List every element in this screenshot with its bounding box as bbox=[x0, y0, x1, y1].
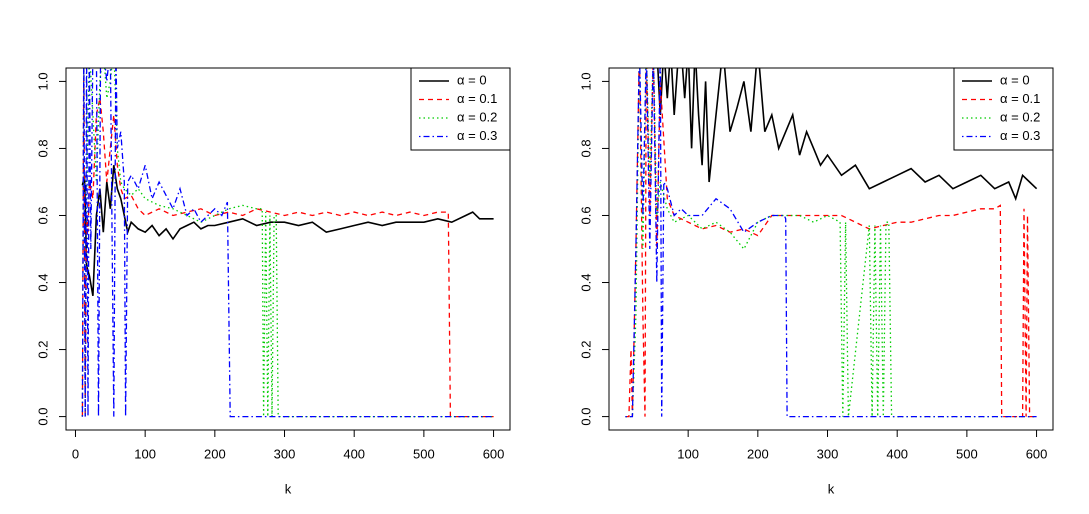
legend-label: α = 0.2 bbox=[457, 109, 497, 124]
y-tick-label: 0.0 bbox=[35, 408, 50, 426]
x-tick-label: 200 bbox=[204, 446, 226, 461]
x-axis-label: k bbox=[828, 481, 835, 496]
y-tick-label: 0.8 bbox=[578, 139, 593, 157]
legend-label: α = 0.2 bbox=[1000, 109, 1040, 124]
x-tick-label: 500 bbox=[413, 446, 435, 461]
series-line bbox=[625, 68, 1037, 418]
y-tick-label: 0.2 bbox=[578, 341, 593, 359]
x-tick-label: 300 bbox=[274, 446, 296, 461]
x-tick-label: 400 bbox=[886, 446, 908, 461]
legend-label: α = 0.3 bbox=[457, 128, 497, 143]
x-tick-label: 600 bbox=[483, 446, 505, 461]
legend-label: α = 0.1 bbox=[1000, 91, 1040, 106]
y-tick-label: 1.0 bbox=[35, 72, 50, 90]
series-line bbox=[81, 68, 494, 418]
x-tick-label: 100 bbox=[134, 446, 156, 461]
y-tick-label: 0.8 bbox=[35, 139, 50, 157]
series-line bbox=[81, 68, 494, 418]
series-line bbox=[625, 68, 1037, 418]
y-tick-label: 0.0 bbox=[578, 408, 593, 426]
y-tick-label: 0.6 bbox=[35, 206, 50, 224]
legend-label: α = 0.1 bbox=[457, 91, 497, 106]
legend-label: α = 0 bbox=[1000, 72, 1030, 87]
x-tick-label: 600 bbox=[1026, 446, 1048, 461]
panel: 100 200 300 400 500 600 k 0.0 0.2 0.4 0.6 0.8 1.0 α =… bbox=[578, 67, 1054, 496]
x-axis-label: k bbox=[285, 481, 292, 496]
y-tick-label: 0.4 bbox=[578, 273, 593, 291]
legend: α = 0 α = 0.1 α = 0.2 α = 0.3 bbox=[410, 67, 511, 151]
series-line bbox=[81, 68, 494, 418]
legend-label: α = 0 bbox=[457, 72, 487, 87]
legend-label: α = 0.3 bbox=[1000, 128, 1040, 143]
x-tick-label: 0 bbox=[72, 446, 79, 461]
panel: 0 100 200 300 400 500 600 k 0.0 0.2 0.4 0.6 0.8 1.0 α … bbox=[35, 67, 511, 496]
x-tick-label: 100 bbox=[677, 446, 699, 461]
series-line bbox=[81, 165, 494, 297]
legend: α = 0 α = 0.1 α = 0.2 α = 0.3 bbox=[953, 67, 1054, 151]
y-tick-label: 1.0 bbox=[578, 72, 593, 90]
x-tick-label: 200 bbox=[747, 446, 769, 461]
y-tick-label: 0.6 bbox=[578, 206, 593, 224]
x-tick-label: 500 bbox=[956, 446, 978, 461]
y-tick-label: 0.2 bbox=[35, 341, 50, 359]
x-tick-label: 300 bbox=[817, 446, 839, 461]
x-tick-label: 400 bbox=[343, 446, 365, 461]
series-line bbox=[657, 68, 1038, 202]
y-tick-label: 0.4 bbox=[35, 273, 50, 291]
